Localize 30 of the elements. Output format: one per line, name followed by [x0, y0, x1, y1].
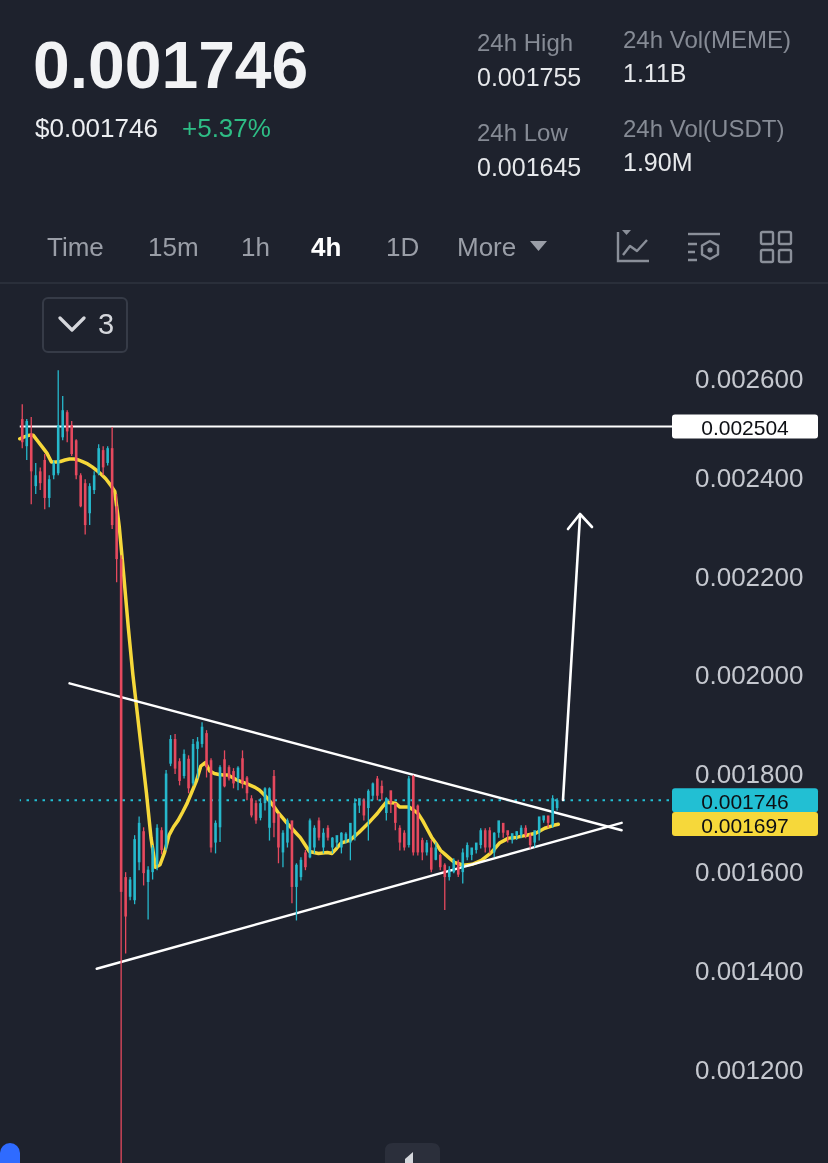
- annotation: 3: [98, 306, 115, 342]
- text: 1D: [386, 231, 420, 263]
- text: 1h: [241, 231, 270, 263]
- y-tick-label: 0.002000: [695, 660, 804, 691]
- candlestick: [349, 822, 352, 861]
- text: 24h Vol(USDT): [623, 113, 785, 143]
- text: 15m: [148, 231, 199, 263]
- y-tick-label: 0.002400: [695, 462, 804, 493]
- text: 1.11B: [623, 58, 687, 88]
- chart-title: 0.001746: [33, 27, 309, 103]
- y-tick-label: 0.002200: [695, 561, 804, 592]
- text: 24h Low: [477, 117, 568, 147]
- ref-line-label: 0.002504: [701, 415, 790, 439]
- text: 0.001755: [477, 62, 582, 92]
- text: More: [457, 231, 517, 263]
- text: 24h Vol(MEME): [623, 24, 792, 54]
- text: 1.90M: [623, 147, 693, 177]
- text: +5.37%: [182, 112, 271, 144]
- y-tick-label: 0.001800: [695, 758, 804, 789]
- y-tick-label: 0.001200: [695, 1054, 804, 1085]
- text: 24h High: [477, 27, 574, 57]
- text: 0.001645: [477, 152, 582, 182]
- y-tick-label: 0.002600: [695, 364, 804, 395]
- ref-line-label: 0.001746: [701, 789, 789, 813]
- y-tick-label: 0.001400: [695, 955, 804, 986]
- y-tick-label: 0.001600: [695, 857, 804, 888]
- text: Time: [47, 231, 104, 263]
- text: 0.001697: [701, 813, 789, 837]
- text: 4h: [311, 231, 342, 263]
- text: $0.001746: [35, 112, 158, 144]
